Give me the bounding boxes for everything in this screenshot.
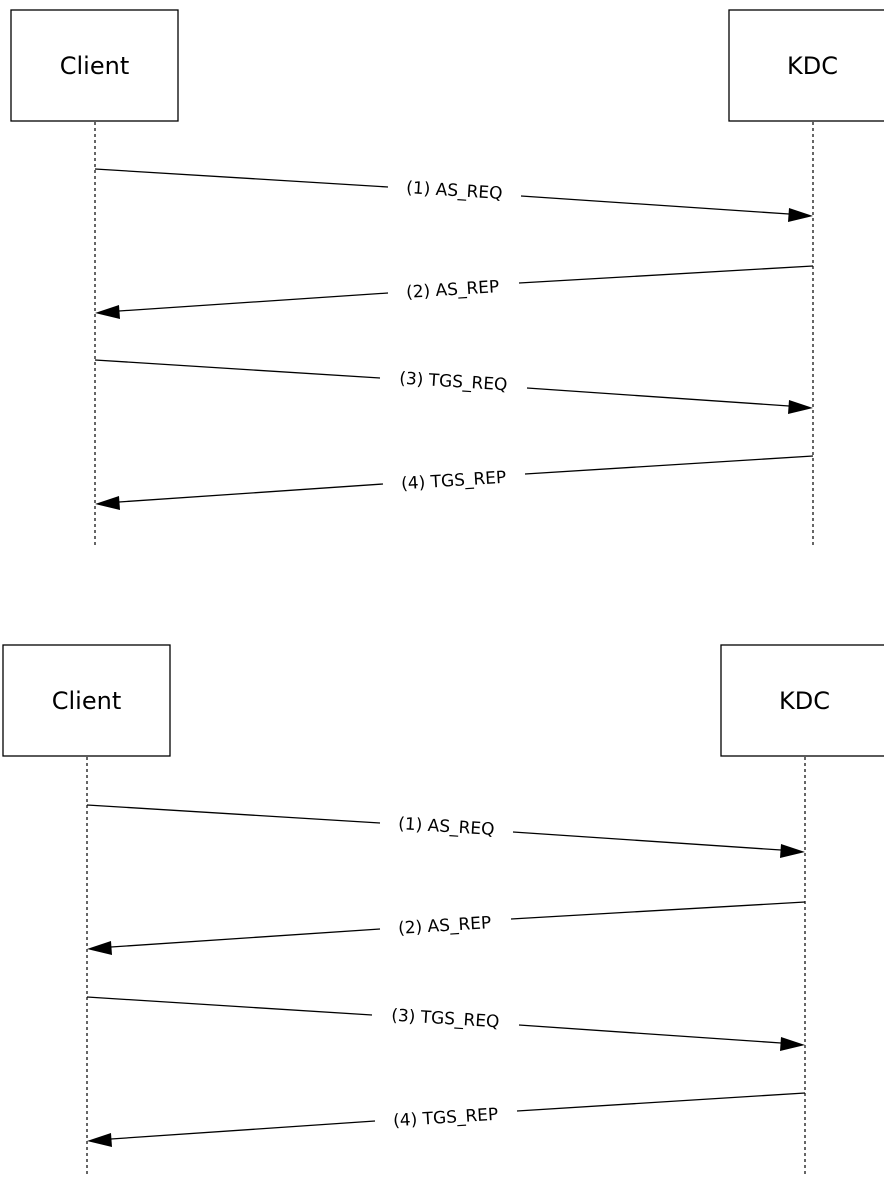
message-tgs-rep: (4) TGS_REP <box>87 1092 806 1147</box>
message-line-segment <box>524 455 814 475</box>
message-line-segment <box>94 359 381 379</box>
client-label: Client <box>52 687 121 715</box>
arrowhead-left <box>95 496 120 510</box>
kdc-box <box>720 644 884 757</box>
message-line-segment <box>520 195 790 215</box>
message-as-rep: (2) AS_REP <box>87 901 806 955</box>
message-label: (3) TGS_REQ <box>391 1006 500 1033</box>
sequence-diagram-1: Client KDC (1) AS_REQ (2) AS_REP (3) TGS… <box>10 9 884 545</box>
arrowhead-right <box>788 400 813 414</box>
message-line-segment <box>118 292 389 312</box>
arrowhead-left <box>87 1133 112 1147</box>
arrowhead-left <box>87 941 112 955</box>
message-line-segment <box>518 265 814 284</box>
message-label: (4) TGS_REP <box>401 468 507 495</box>
arrowhead-left <box>95 305 120 319</box>
message-line-segment <box>516 1092 806 1112</box>
message-label: (1) AS_REQ <box>406 178 503 204</box>
message-label: (2) AS_REP <box>406 277 500 303</box>
message-tgs-req: (3) TGS_REQ <box>86 996 805 1051</box>
message-as-rep: (2) AS_REP <box>95 265 814 319</box>
message-line-segment <box>94 168 389 188</box>
arrowhead-right <box>780 1037 805 1051</box>
client-label: Client <box>60 52 129 80</box>
sequence-diagram-2: Client KDC (1) AS_REQ (2) AS_REP (3) TGS… <box>2 644 884 1177</box>
message-line-segment <box>118 483 384 503</box>
message-tgs-req: (3) TGS_REQ <box>94 359 813 414</box>
message-as-req: (1) AS_REQ <box>94 168 813 222</box>
message-line-segment <box>110 1120 376 1140</box>
message-line-segment <box>518 1024 782 1044</box>
message-line-segment <box>510 901 806 920</box>
kdc-label: KDC <box>787 52 838 80</box>
arrowhead-right <box>788 208 813 222</box>
message-label: (3) TGS_REQ <box>399 369 508 396</box>
message-tgs-rep: (4) TGS_REP <box>95 455 814 510</box>
kdc-label: KDC <box>779 687 830 715</box>
message-line-segment <box>526 387 790 407</box>
message-label: (1) AS_REQ <box>398 814 495 840</box>
message-line-segment <box>86 804 381 824</box>
message-label: (2) AS_REP <box>398 913 492 939</box>
message-as-req: (1) AS_REQ <box>86 804 805 858</box>
message-line-segment <box>110 928 381 948</box>
kdc-box <box>728 9 884 122</box>
arrowhead-right <box>780 844 805 858</box>
message-line-segment <box>512 831 782 851</box>
client-box <box>2 644 171 757</box>
message-line-segment <box>86 996 373 1016</box>
message-label: (4) TGS_REP <box>393 1105 499 1132</box>
client-box <box>10 9 179 122</box>
